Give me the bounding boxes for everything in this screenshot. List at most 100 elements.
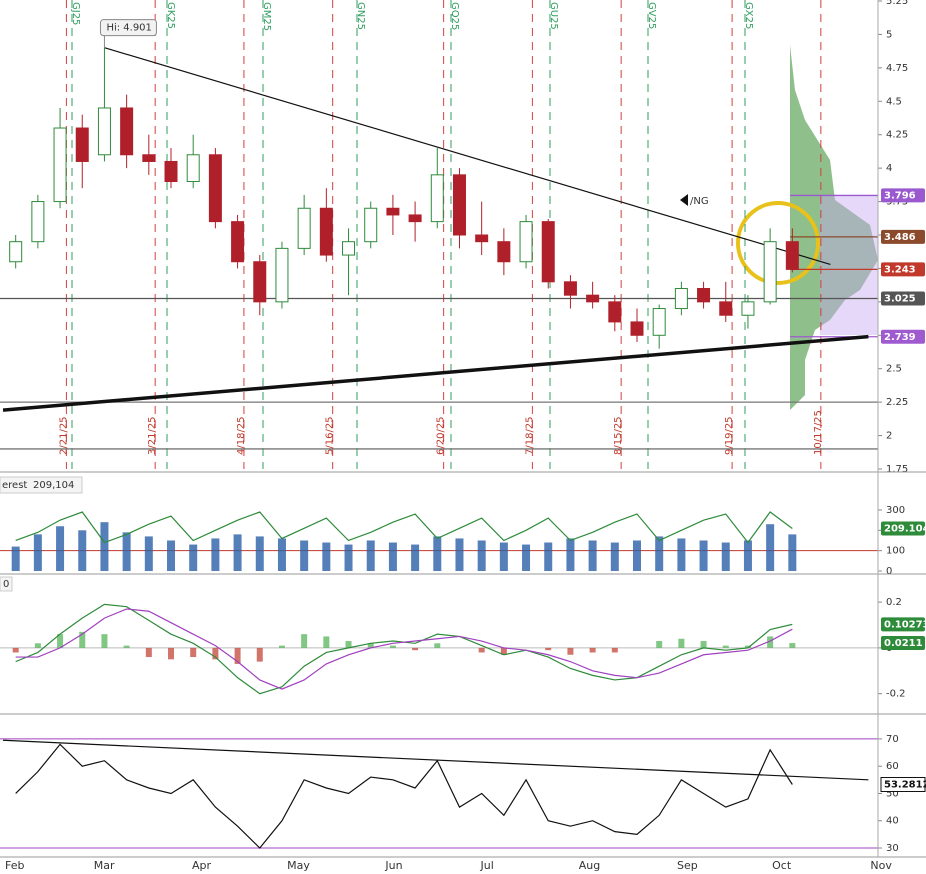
candle-body — [31, 201, 45, 243]
signal-line — [15, 608, 793, 690]
volume-bar — [322, 542, 331, 571]
y-tick-label: 60 — [886, 761, 899, 772]
histogram-bar — [212, 647, 219, 660]
trend-line — [2, 739, 869, 781]
histogram-bar — [190, 647, 197, 658]
histogram-bar — [345, 641, 352, 648]
y-tick-label: 300 — [886, 505, 905, 516]
histogram-bar — [57, 634, 64, 648]
volume-bar — [11, 546, 20, 571]
volume-bar — [388, 542, 397, 571]
histogram-bar — [700, 641, 707, 648]
volume-bar — [300, 540, 309, 571]
candle-body — [53, 127, 67, 203]
y-tick-label: 4.5 — [886, 96, 902, 107]
x-tick-label: Aug — [579, 859, 600, 872]
x-tick-label: Sep — [677, 859, 698, 872]
rsi-line — [15, 743, 793, 849]
value-box-label: 3.025 — [884, 294, 916, 305]
candle-body — [630, 321, 644, 336]
histogram-bar — [478, 647, 485, 653]
histogram-bar — [301, 634, 308, 648]
x-tick-label: May — [287, 859, 310, 872]
candle-body — [741, 301, 755, 316]
value-box-label: 3.243 — [884, 264, 916, 275]
candle-body — [519, 221, 533, 263]
expiry-label: 7/18/25 — [524, 416, 535, 455]
y-tick-label: 1.75 — [886, 464, 908, 475]
histogram-bar — [389, 645, 396, 648]
volume-bar — [544, 542, 553, 571]
volume-bar — [499, 542, 508, 571]
value-box — [881, 617, 925, 632]
histogram-bar — [79, 631, 86, 648]
expiry-label: 6/20/25 — [436, 416, 447, 455]
histogram-bar — [500, 647, 507, 655]
histogram-bar — [567, 647, 574, 655]
candle-body — [697, 287, 711, 303]
volume-bar — [411, 544, 420, 571]
legend: 0 — [3, 579, 9, 590]
histogram-bar — [789, 643, 796, 648]
volume-bar — [122, 532, 131, 571]
expiry-label: 3/21/25 — [147, 416, 158, 455]
candle-body — [231, 221, 245, 263]
volume-bar — [522, 544, 531, 571]
marker-icon — [680, 194, 688, 206]
volume-bar — [455, 538, 464, 571]
volume-bar — [699, 540, 708, 571]
candle-body — [785, 241, 799, 270]
value-box — [881, 188, 925, 203]
volume-bar — [100, 522, 109, 571]
volume-bar — [277, 538, 286, 571]
volume-bar — [33, 534, 42, 571]
candle-body — [186, 154, 200, 183]
histogram-bar — [168, 647, 175, 660]
y-tick-label: 4.75 — [886, 63, 908, 74]
volume-bar — [255, 536, 264, 571]
x-tick-label: Mar — [94, 859, 115, 872]
value-box — [881, 521, 925, 536]
candle-body — [475, 234, 489, 243]
histogram-bar — [101, 634, 108, 648]
y-tick-label: -0.2 — [886, 689, 906, 700]
value-box-label: 3.486 — [884, 232, 916, 243]
y-tick-label: 5 — [886, 29, 892, 40]
histogram-bar — [145, 647, 152, 658]
x-tick-label: Nov — [870, 859, 892, 872]
value-box — [881, 291, 925, 306]
contract-label: GV25 — [646, 2, 657, 29]
histogram-bar — [278, 645, 285, 648]
candle-body — [586, 294, 600, 303]
expiry-label: 10/17/25 — [813, 410, 824, 455]
value-box — [881, 262, 925, 277]
candle-body — [497, 241, 511, 263]
y-tick-label: 2.5 — [886, 364, 902, 375]
value-box-label: 0.0211 — [884, 638, 923, 649]
value-box-label: 53.2812 — [884, 780, 926, 791]
expiry-label: 5/16/25 — [325, 416, 336, 455]
histogram-bar — [589, 647, 596, 653]
contract-label: GM25 — [261, 2, 272, 31]
volume-bar — [433, 536, 442, 571]
candle-body — [386, 207, 400, 216]
volume-bar — [610, 542, 619, 571]
histogram-bar — [256, 647, 263, 662]
contract-label: GQ25 — [449, 2, 460, 30]
histogram-bar — [656, 641, 663, 648]
candle-body — [430, 174, 444, 223]
volume-bar — [721, 542, 730, 571]
expiry-label: 4/18/25 — [236, 416, 247, 455]
candle-body — [342, 241, 356, 256]
histogram-bar — [434, 643, 441, 648]
volume-bar — [588, 540, 597, 571]
candle-body — [563, 281, 577, 296]
candle-body — [763, 241, 777, 303]
annotation: Hi: 4.901 — [106, 23, 151, 34]
volume-bar — [566, 538, 575, 571]
volume-bar — [233, 534, 242, 571]
volume-bar — [477, 540, 486, 571]
value-box-label: 209.104 — [884, 523, 926, 534]
histogram-bar — [545, 647, 552, 651]
